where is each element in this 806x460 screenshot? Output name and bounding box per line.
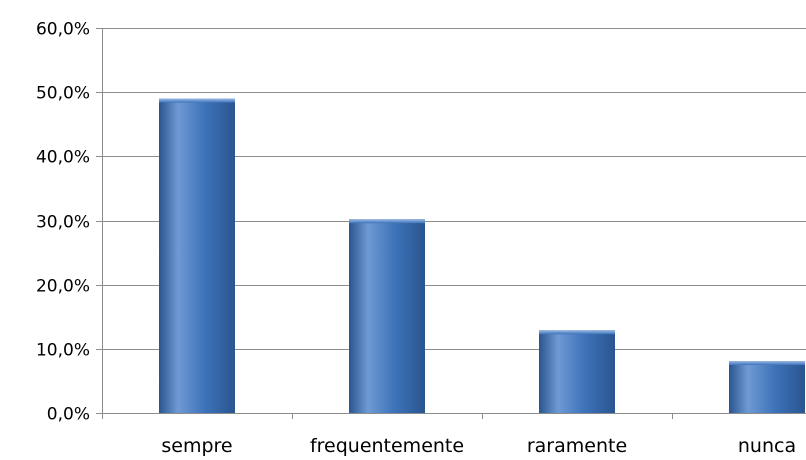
y-tick-label: 60,0% [36,20,90,40]
y-tick-label: 20,0% [36,277,90,297]
axes [96,28,806,419]
x-category-label: nunca [738,435,796,457]
x-category-label: frequentemente [310,435,464,457]
bar [729,361,805,413]
x-tick-labels: sempre frequentemente raramente nunca [161,435,796,457]
y-tick-label: 0,0% [47,405,90,425]
bar-frequentemente [349,219,425,413]
bar-top-highlight [159,98,235,103]
y-tick-label: 40,0% [36,148,90,168]
bar-sempre [159,98,235,413]
bar [159,98,235,413]
bars [159,98,805,413]
y-tick-labels: 0,0% 10,0% 20,0% 30,0% 40,0% 50,0% 60,0% [36,20,90,425]
bar-raramente [539,330,615,413]
bar-top-highlight [539,330,615,335]
x-category-label: raramente [527,435,627,457]
y-tick-label: 30,0% [36,213,90,233]
bar-top-highlight [729,361,805,366]
x-category-label: sempre [161,435,232,457]
bar [539,330,615,413]
bar-nunca [729,361,805,413]
y-tick-label: 50,0% [36,84,90,104]
bar [349,219,425,413]
bar-top-highlight [349,219,425,224]
y-tick-label: 10,0% [36,341,90,361]
